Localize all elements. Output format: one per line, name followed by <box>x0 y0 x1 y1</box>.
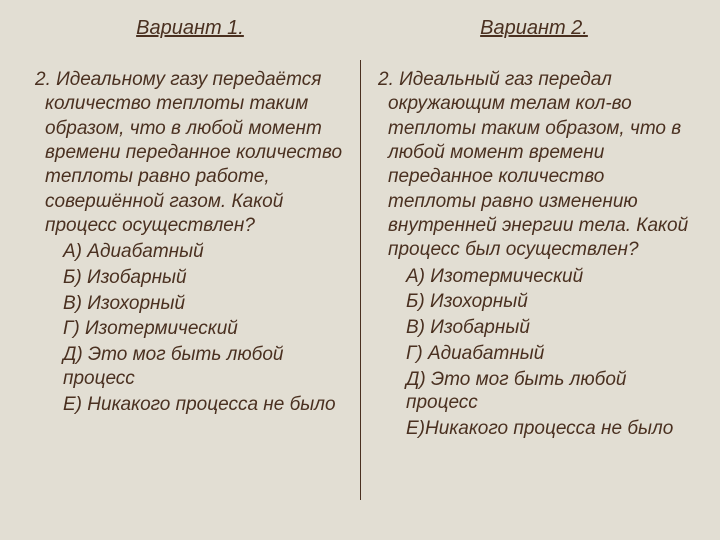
variant-1-answers: А) Адиабатный Б) Изобарный В) Изохорный … <box>35 240 345 416</box>
variant-1-column: Вариант 1. 2. Идеальному газу передаётся… <box>20 12 360 528</box>
variant-1-title: Вариант 1. <box>35 17 345 40</box>
answer-option: А) Изотермический <box>378 265 690 289</box>
variant-2-answers: А) Изотермический Б) Изохорный В) Изобар… <box>378 265 690 441</box>
variant-2-column: Вариант 2. 2. Идеальный газ передал окру… <box>360 12 700 528</box>
answer-option: Г) Изотермический <box>35 317 345 341</box>
answer-option: А) Адиабатный <box>35 240 345 264</box>
vertical-divider <box>360 60 361 500</box>
answer-option: В) Изобарный <box>378 316 690 340</box>
variant-1-question: 2. Идеальному газу передаётся количество… <box>35 68 345 238</box>
answer-option: Б) Изохорный <box>378 290 690 314</box>
variant-2-question: 2. Идеальный газ передал окружающим тела… <box>378 68 690 263</box>
answer-option: В) Изохорный <box>35 292 345 316</box>
answer-option: Д) Это мог быть любой процесс <box>35 343 345 391</box>
answer-option: Е) Никакого процесса не было <box>35 393 345 417</box>
variant-2-title: Вариант 2. <box>378 17 690 40</box>
answer-option: Д) Это мог быть любой процесс <box>378 368 690 416</box>
answer-option: Б) Изобарный <box>35 266 345 290</box>
answer-option: Г) Адиабатный <box>378 342 690 366</box>
answer-option: Е)Никакого процесса не было <box>378 417 690 441</box>
